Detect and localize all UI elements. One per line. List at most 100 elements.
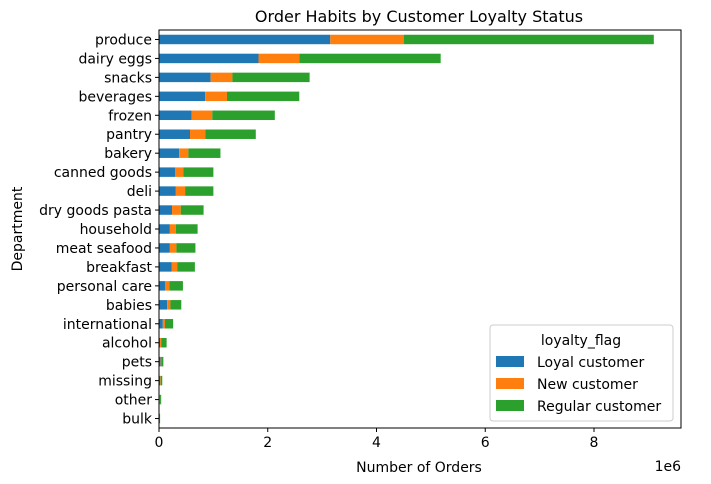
- y-tick-label: dry goods pasta: [39, 203, 152, 219]
- bar-international-new-customer: [162, 319, 165, 329]
- bar-beverages-loyal-customer: [159, 91, 206, 102]
- y-tick-label: canned goods: [54, 165, 152, 181]
- bar-dry-goods-pasta-loyal-customer: [159, 205, 173, 215]
- bar-missing-new-customer: [160, 375, 161, 386]
- y-tick-label: personal care: [57, 279, 152, 295]
- bar-household-loyal-customer: [159, 224, 170, 234]
- x-tick-label: 2: [263, 435, 272, 451]
- bar-bakery-regular-customer: [188, 148, 221, 158]
- bar-produce-loyal-customer: [159, 34, 331, 45]
- y-tick-label: snacks: [104, 70, 152, 86]
- y-tick-label: bulk: [122, 412, 153, 428]
- bar-missing-loyal-customer: [159, 375, 161, 386]
- y-tick-label: produce: [95, 32, 152, 48]
- bar-personal-care-regular-customer: [169, 281, 183, 291]
- bar-alcohol-loyal-customer: [159, 337, 161, 348]
- y-axis-label: Department: [10, 186, 26, 271]
- y-tick-label: babies: [106, 298, 152, 314]
- y-tick-label: alcohol: [102, 336, 152, 352]
- plot-area: [159, 34, 654, 424]
- bar-pantry-new-customer: [189, 129, 206, 139]
- x-tick-label: 6: [481, 435, 490, 451]
- y-tick-label: deli: [127, 184, 152, 200]
- legend-swatch-loyal-customer: [496, 356, 524, 367]
- bar-canned-goods-new-customer: [175, 167, 184, 177]
- bar-pets-regular-customer: [161, 356, 164, 367]
- bar-bulk-regular-customer: [159, 413, 161, 424]
- bar-snacks-new-customer: [210, 72, 233, 83]
- bar-canned-goods-loyal-customer: [159, 167, 176, 177]
- bar-other-regular-customer: [160, 394, 162, 405]
- x-tick-label: 4: [372, 435, 381, 451]
- bar-dairy-eggs-loyal-customer: [159, 53, 259, 64]
- bar-snacks-loyal-customer: [159, 72, 211, 83]
- bar-bakery-new-customer: [179, 148, 189, 158]
- bar-meat-seafood-loyal-customer: [159, 243, 170, 253]
- bar-personal-care-new-customer: [164, 281, 170, 291]
- bar-frozen-regular-customer: [212, 110, 275, 121]
- y-axis: produce dairy eggs snacks beverages frozen pa…: [39, 32, 159, 428]
- bar-babies-regular-customer: [170, 300, 182, 310]
- bar-international-regular-customer: [164, 319, 174, 329]
- bar-dairy-eggs-new-customer: [258, 53, 300, 64]
- bar-produce-new-customer: [330, 34, 404, 45]
- bar-dry-goods-pasta-new-customer: [172, 205, 181, 215]
- bar-dairy-eggs-regular-customer: [299, 53, 441, 64]
- bar-meat-seafood-regular-customer: [176, 243, 196, 253]
- y-tick-label: dairy eggs: [78, 51, 152, 67]
- x-axis-offset-label: 1e6: [655, 459, 682, 475]
- bar-pets-loyal-customer: [159, 356, 161, 367]
- y-tick-label: pantry: [106, 127, 152, 143]
- bar-frozen-new-customer: [191, 110, 213, 121]
- bar-babies-new-customer: [167, 300, 171, 310]
- y-tick-label: breakfast: [86, 260, 152, 276]
- x-axis: 0 2 4 6 8: [155, 428, 599, 451]
- bar-pantry-loyal-customer: [159, 129, 190, 139]
- bar-personal-care-loyal-customer: [159, 281, 165, 291]
- bar-household-new-customer: [169, 224, 176, 234]
- bar-pantry-regular-customer: [205, 129, 256, 139]
- bar-deli-loyal-customer: [159, 186, 176, 196]
- legend-label-new-customer: New customer: [537, 377, 638, 393]
- bar-babies-loyal-customer: [159, 300, 168, 310]
- bar-international-loyal-customer: [159, 319, 163, 329]
- y-tick-label: bakery: [104, 146, 152, 162]
- bar-canned-goods-regular-customer: [183, 167, 214, 177]
- bar-pets-new-customer: [160, 356, 162, 367]
- bar-missing-regular-customer: [160, 375, 163, 386]
- y-tick-label: missing: [98, 374, 152, 390]
- legend: loyalty_flag Loyal customer New customer R…: [489, 324, 674, 422]
- bar-deli-regular-customer: [185, 186, 214, 196]
- y-tick-label: other: [115, 393, 153, 409]
- y-tick-label: international: [63, 317, 152, 333]
- legend-title: loyalty_flag: [541, 333, 621, 349]
- bar-beverages-regular-customer: [226, 91, 300, 102]
- bar-alcohol-new-customer: [160, 337, 162, 348]
- legend-swatch-regular-customer: [496, 400, 524, 411]
- bar-beverages-new-customer: [205, 91, 227, 102]
- legend-label-loyal-customer: Loyal customer: [537, 355, 644, 371]
- legend-label-regular-customer: Regular customer: [537, 399, 661, 415]
- bar-breakfast-regular-customer: [177, 262, 195, 272]
- legend-box: [489, 324, 674, 422]
- y-tick-label: pets: [122, 355, 152, 371]
- bar-dry-goods-pasta-regular-customer: [180, 205, 204, 215]
- y-tick-label: household: [80, 222, 152, 238]
- y-tick-label: frozen: [108, 108, 152, 124]
- bar-frozen-loyal-customer: [159, 110, 192, 121]
- bar-bakery-loyal-customer: [159, 148, 180, 158]
- bar-meat-seafood-new-customer: [169, 243, 177, 253]
- x-tick-label: 0: [155, 435, 164, 451]
- legend-items: Loyal customer New customer Regular custom…: [496, 355, 661, 415]
- y-tick-label: meat seafood: [56, 241, 152, 257]
- x-tick-label: 8: [590, 435, 599, 451]
- bar-breakfast-new-customer: [171, 262, 178, 272]
- chart-title: Order Habits by Customer Loyalty Status: [255, 7, 583, 26]
- y-tick-label: beverages: [78, 89, 152, 105]
- bar-snacks-regular-customer: [232, 72, 310, 83]
- bar-other-new-customer: [159, 394, 161, 405]
- bar-breakfast-loyal-customer: [159, 262, 172, 272]
- bar-household-regular-customer: [175, 224, 198, 234]
- legend-swatch-new-customer: [496, 378, 524, 389]
